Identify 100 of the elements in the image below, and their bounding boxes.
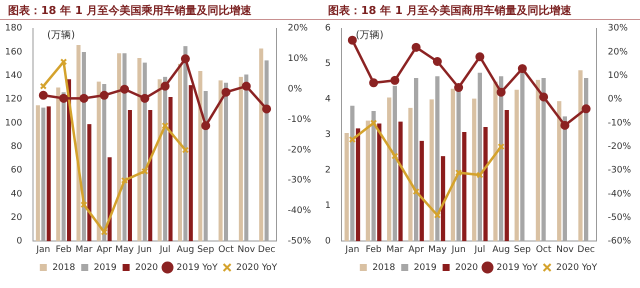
bar: [371, 111, 376, 242]
point: [391, 152, 398, 160]
legend-label: 2020: [135, 262, 158, 273]
point: [162, 122, 169, 130]
bar: [578, 70, 583, 242]
x-tick-label: Sep: [197, 244, 214, 255]
y2-tick-label: 30%: [608, 24, 628, 34]
bar: [41, 108, 46, 242]
bar: [128, 110, 132, 242]
x-tick-label: Dec: [258, 244, 276, 255]
x-tick-label: Apr: [408, 244, 424, 255]
x-tick-label: Nov: [238, 244, 256, 255]
x-tick-label: Apr: [96, 244, 112, 255]
y2-tick-label: -10%: [608, 118, 632, 128]
y2-tick-label: -60%: [608, 236, 632, 247]
y-tick-label: 1: [324, 201, 331, 212]
bar: [238, 76, 243, 242]
legend-label: 2020: [455, 262, 478, 273]
x-tick-label: May: [115, 244, 134, 255]
bar: [62, 92, 66, 242]
y2-tick-label: -10%: [288, 114, 312, 125]
bar: [344, 133, 349, 242]
bar: [108, 157, 112, 242]
x-tick-label: Jul: [158, 244, 171, 255]
bar: [366, 120, 370, 242]
x-tick-label: Oct: [218, 244, 234, 255]
point: [59, 94, 68, 103]
legend-label: 2019 YoY: [176, 262, 218, 273]
bar: [168, 96, 173, 242]
point: [539, 92, 548, 102]
y-tick-label: 0: [16, 236, 22, 247]
bar: [387, 98, 392, 242]
point: [560, 120, 570, 130]
legend-label: 2018: [52, 262, 76, 273]
bar: [478, 72, 482, 242]
point: [454, 83, 464, 92]
y2-tick-label: -30%: [608, 166, 632, 176]
bar: [408, 108, 413, 242]
x-tick-label: Aug: [176, 244, 194, 255]
y2-tick-label: 10%: [608, 71, 628, 82]
y-tick-label: 140: [4, 71, 22, 82]
bar: [204, 91, 208, 242]
point: [455, 169, 462, 176]
y2-tick-label: 0%: [288, 84, 302, 95]
point: [222, 88, 231, 97]
bar: [472, 98, 476, 242]
bar: [504, 110, 509, 242]
point: [412, 42, 421, 52]
bar: [158, 79, 162, 242]
bar: [218, 80, 223, 242]
bar: [142, 62, 147, 242]
bar: [178, 64, 182, 242]
point: [476, 172, 484, 178]
point: [348, 36, 357, 45]
bar: [122, 53, 127, 242]
x-tick-label: Jan: [344, 244, 360, 255]
y-tick-label: 3: [324, 130, 331, 140]
legend-label: 2018: [372, 262, 396, 273]
bar: [414, 78, 418, 242]
y2-tick-label: 10%: [288, 54, 308, 64]
point: [518, 64, 527, 74]
point: [100, 90, 109, 100]
y2-tick-label: 20%: [608, 47, 628, 58]
x-tick-label: Jul: [473, 244, 486, 255]
y-tick-label: 6: [324, 24, 331, 34]
bar: [137, 58, 142, 242]
x-tick-label: Jan: [35, 244, 50, 255]
x-tick-label: Aug: [492, 244, 510, 255]
y-tick-label: 180: [4, 24, 22, 34]
point: [60, 58, 68, 66]
bar: [96, 82, 101, 242]
y2-tick-label: -50%: [608, 212, 632, 223]
y2-tick-label: 0%: [608, 94, 622, 105]
y2-tick-label: -30%: [288, 176, 312, 186]
bar: [398, 122, 403, 242]
point: [38, 90, 48, 100]
bar: [536, 80, 540, 242]
x-tick-label: Mar: [75, 244, 93, 255]
bar: [430, 99, 434, 242]
legend-label: 2019 YoY: [496, 262, 538, 273]
bar: [36, 105, 40, 242]
point: [432, 57, 442, 66]
y-tick-label: 120: [4, 94, 22, 105]
bar: [356, 128, 360, 242]
point: [262, 104, 272, 114]
y-tick-label: 0: [324, 236, 331, 247]
y2-tick-label: -40%: [288, 206, 312, 216]
bar: [557, 101, 562, 242]
bar: [224, 82, 228, 242]
bar: [520, 70, 524, 242]
point: [120, 84, 130, 94]
x-tick-label: Mar: [386, 244, 404, 255]
x-tick-label: Dec: [577, 244, 595, 255]
x-tick-label: Feb: [56, 244, 72, 255]
bar: [562, 116, 567, 242]
y2-tick-label: -20%: [288, 145, 312, 156]
x-tick-label: Feb: [366, 244, 382, 255]
y-tick-label: 80: [10, 142, 22, 152]
bar: [462, 132, 466, 242]
bar: [244, 74, 248, 242]
